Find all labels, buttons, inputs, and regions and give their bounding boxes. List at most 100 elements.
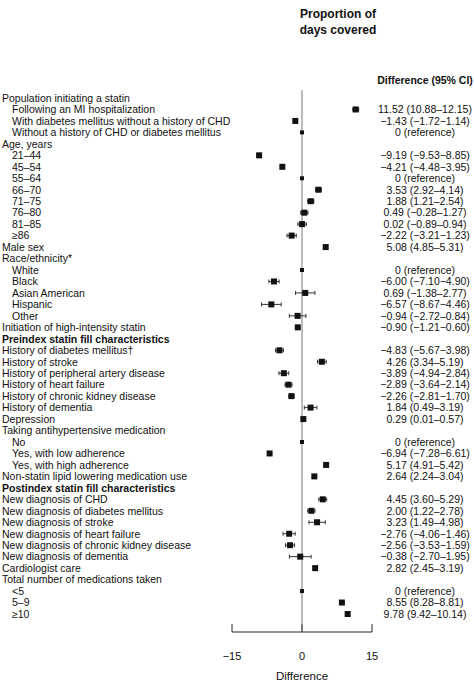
value-label: 4.45 (3.60–5.29) bbox=[386, 493, 463, 505]
row-label: New diagnosis of stroke bbox=[2, 516, 114, 528]
ci-cap bbox=[317, 360, 318, 364]
ci-cap bbox=[295, 291, 296, 295]
ci-cap bbox=[306, 222, 307, 226]
row-label: 66–70 bbox=[12, 184, 41, 196]
ci-cap bbox=[307, 509, 308, 513]
row-label: Hispanic bbox=[12, 298, 52, 310]
row-label: Without a history of CHD or diabetes mel… bbox=[12, 126, 221, 138]
value-label: −6.57 (−8.67−4.46) bbox=[380, 298, 470, 310]
point-estimate bbox=[271, 278, 277, 284]
row-label: 76–80 bbox=[12, 206, 41, 218]
row-label: Yes, with high adherence bbox=[12, 459, 129, 471]
value-label: −4.21 (−4.48−3.95) bbox=[380, 161, 470, 173]
point-estimate bbox=[287, 542, 293, 548]
value-label: 8.55 (8.28–8.81) bbox=[386, 596, 463, 608]
value-label: 11.52 (10.88–12.15) bbox=[378, 103, 472, 115]
point-estimate bbox=[323, 244, 329, 250]
title: days covered bbox=[300, 23, 377, 37]
value-label: −6.94 (−7.28−6.61) bbox=[380, 447, 470, 459]
value-label: 4.26 (3.34–5.19) bbox=[386, 356, 463, 368]
row-label: New diagnosis of dementia bbox=[2, 550, 128, 562]
point-estimate bbox=[286, 531, 292, 537]
row-label: White bbox=[12, 264, 39, 276]
tick-label: −15 bbox=[223, 650, 242, 662]
point-estimate bbox=[319, 359, 325, 365]
value-label: 0 (reference) bbox=[395, 585, 455, 597]
value-label: 0.69 (−1.38–2.77) bbox=[383, 287, 466, 299]
ci-cap bbox=[283, 532, 284, 536]
row-label: 21–44 bbox=[12, 149, 41, 161]
point-estimate bbox=[267, 450, 273, 456]
row-label: Non-statin lipid lowering medication use bbox=[2, 470, 187, 482]
value-label: 1.88 (1.21–2.54) bbox=[386, 195, 463, 207]
ci-cap bbox=[326, 497, 327, 501]
row-label: ≥10 bbox=[12, 608, 30, 620]
row-label: 71–75 bbox=[12, 195, 41, 207]
value-label: 0.02 (−0.89–0.94) bbox=[383, 218, 466, 230]
point-estimate bbox=[295, 313, 301, 319]
tick-mark bbox=[372, 624, 373, 632]
title-group: Proportion ofdays covered bbox=[300, 7, 377, 37]
row-label: Asian American bbox=[12, 287, 85, 299]
tick-mark bbox=[232, 624, 233, 632]
row-labels: Population initiating a statinFollowing … bbox=[2, 92, 231, 620]
chart: Proportion ofdays coveredDifference (95%… bbox=[0, 0, 474, 689]
ci-cap bbox=[288, 371, 289, 375]
row-label: ≥86 bbox=[12, 229, 30, 241]
ci-cap bbox=[268, 279, 269, 283]
value-label: 9.78 (9.42–10.14) bbox=[384, 608, 467, 620]
point-estimate bbox=[308, 198, 314, 204]
row-label: History of stroke bbox=[2, 356, 78, 368]
value-label: −0.94 (−2.72–0.84) bbox=[380, 310, 469, 322]
marks bbox=[256, 106, 359, 617]
row-label: 45–54 bbox=[12, 161, 41, 173]
ci-cap bbox=[300, 211, 301, 215]
ci-cap bbox=[307, 211, 308, 215]
row-label: Black bbox=[12, 275, 38, 287]
point-estimate bbox=[292, 118, 298, 124]
point-estimate bbox=[314, 519, 320, 525]
row-label: Initiation of high-intensity statin bbox=[2, 321, 146, 333]
point-estimate bbox=[295, 324, 301, 330]
row-label: 81–85 bbox=[12, 218, 41, 230]
row-label: Yes, with low adherence bbox=[12, 447, 125, 459]
row-label: History of diabetes mellitus† bbox=[2, 344, 133, 356]
ci-cap bbox=[314, 509, 315, 513]
tick-label: 15 bbox=[366, 650, 378, 662]
row-label: Taking antihypertensive medication bbox=[2, 424, 166, 436]
x-axis: −15 0 15 bbox=[223, 90, 378, 662]
value-label: 0.49 (−0.28–1.27) bbox=[383, 206, 466, 218]
value-label: −3.89 (−4.94−2.84) bbox=[380, 367, 470, 379]
ci-cap bbox=[275, 348, 276, 352]
value-label: 5.17 (4.91–5.42) bbox=[386, 459, 463, 471]
point-estimate bbox=[300, 589, 304, 593]
point-estimate bbox=[300, 268, 304, 272]
point-estimate bbox=[300, 416, 306, 422]
value-label: 3.53 (2.92–4.14) bbox=[386, 184, 463, 196]
value-label: −2.22 (−3.21−1.23) bbox=[380, 229, 470, 241]
point-estimate bbox=[323, 462, 329, 468]
value-label: −2.26 (−2.81−1.70) bbox=[380, 390, 470, 402]
point-estimate bbox=[289, 233, 295, 239]
ci-cap bbox=[283, 348, 284, 352]
point-estimate bbox=[268, 301, 274, 307]
row-label: New diagnosis of chronic kidney disease bbox=[2, 539, 191, 551]
value-label: 0 (reference) bbox=[395, 264, 455, 276]
row-label: With diabetes mellitus without a history… bbox=[12, 115, 231, 127]
row-label: Race/ethnicity* bbox=[2, 252, 72, 264]
row-label: Population initiating a statin bbox=[2, 92, 130, 104]
ci-cap bbox=[279, 279, 280, 283]
row-label: Other bbox=[12, 310, 39, 322]
ci-cap bbox=[294, 543, 295, 547]
ci-cap bbox=[316, 406, 317, 410]
tick-label: 0 bbox=[299, 650, 305, 662]
row-label: Cardiologist care bbox=[2, 562, 81, 574]
row-label: Male sex bbox=[2, 241, 45, 253]
x-axis-label: Difference bbox=[276, 670, 328, 682]
value-label: 2.64 (2.24–3.04) bbox=[386, 470, 463, 482]
row-label: New diagnosis of heart failure bbox=[2, 528, 140, 540]
value-label: −0.38 (−2.70–1.95) bbox=[380, 550, 469, 562]
ci-cap bbox=[261, 302, 262, 306]
point-estimate bbox=[320, 496, 326, 502]
row-label: No bbox=[12, 436, 26, 448]
